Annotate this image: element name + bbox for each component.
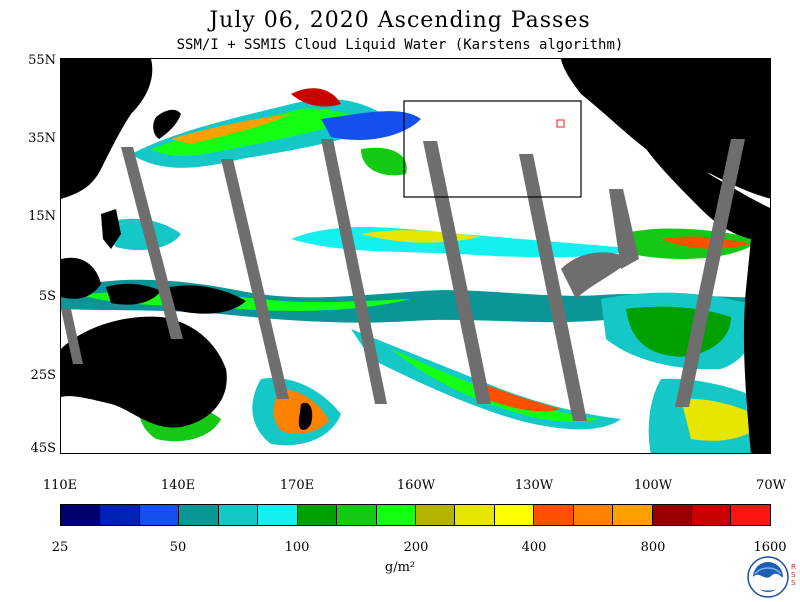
colorbar-segment xyxy=(455,505,495,525)
no-data-swaths xyxy=(61,139,745,421)
lat-label-5s: 5S xyxy=(38,289,56,304)
colorbar-tick-1600: 1600 xyxy=(753,540,787,555)
lat-label-15n: 15N xyxy=(28,209,56,224)
colorbar-segment xyxy=(100,505,140,525)
colorbar-units: g/m² xyxy=(384,560,416,575)
colorbar-segment xyxy=(652,505,692,525)
colorbar-segment xyxy=(573,505,614,525)
colorbar-segment xyxy=(337,505,377,525)
colorbar-segment xyxy=(731,505,770,525)
lon-label-140e: 140E xyxy=(160,478,196,493)
region-box xyxy=(403,100,582,198)
colorbar-segment xyxy=(61,505,101,525)
lat-label-45s: 45S xyxy=(30,441,56,456)
marker-square xyxy=(556,119,565,128)
lon-label-100w: 100W xyxy=(633,478,673,493)
lon-label-130w: 130W xyxy=(514,478,554,493)
colorbar-segment xyxy=(376,505,416,525)
colorbar-tick-400: 400 xyxy=(521,540,547,555)
colorbar-tick-200: 200 xyxy=(403,540,429,555)
lon-label-170e: 170E xyxy=(279,478,315,493)
colorbar xyxy=(60,504,771,526)
colorbar-segment xyxy=(258,505,298,525)
map-canvas xyxy=(61,59,770,453)
colorbar-segment xyxy=(494,505,535,525)
noaa-logo-icon xyxy=(747,556,789,598)
colorbar-segment xyxy=(534,505,574,525)
lat-label-55n: 55N xyxy=(28,53,56,68)
colorbar-segment xyxy=(139,505,180,525)
lon-label-110e: 110E xyxy=(42,478,78,493)
lat-label-35n: 35N xyxy=(28,131,56,146)
colorbar-segment xyxy=(692,505,732,525)
colorbar-tick-800: 800 xyxy=(640,540,666,555)
cloud-water-map xyxy=(60,58,771,454)
colorbar-segment xyxy=(179,505,219,525)
map-title: July 06, 2020 Ascending Passes xyxy=(209,8,591,33)
colorbar-tick-50: 50 xyxy=(169,540,187,555)
colorbar-segment xyxy=(297,505,338,525)
colorbar-segment xyxy=(415,505,456,525)
lon-label-70w: 70W xyxy=(756,478,786,493)
colorbar-segment xyxy=(218,505,259,525)
land-masses xyxy=(61,59,770,453)
lat-label-25s: 25S xyxy=(30,368,56,383)
map-subtitle: SSM/I + SSMIS Cloud Liquid Water (Karste… xyxy=(176,37,624,53)
colorbar-segment xyxy=(613,505,653,525)
colorbar-tick-100: 100 xyxy=(284,540,310,555)
lon-label-160w: 160W xyxy=(396,478,436,493)
colorbar-tick-25: 25 xyxy=(51,540,69,555)
